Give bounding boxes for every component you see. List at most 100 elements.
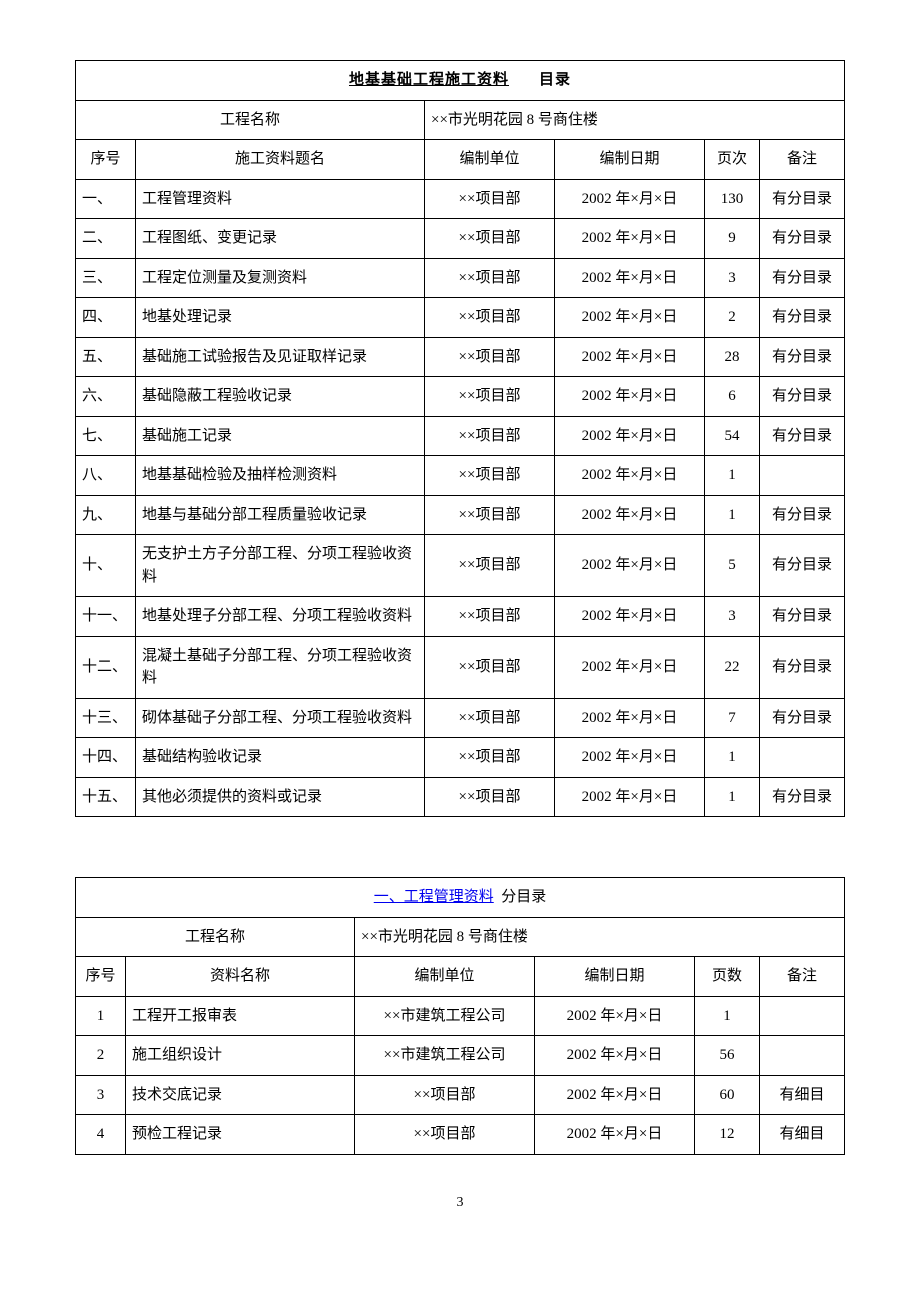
cell-date: 2002 年×月×日 [555, 777, 705, 817]
cell-seq: 四、 [76, 298, 136, 338]
main-title-underlined: 地基基础工程施工资料 [349, 72, 509, 88]
cell-pages: 6 [705, 377, 760, 417]
cell-date: 2002 年×月×日 [555, 738, 705, 778]
cell-date: 2002 年×月×日 [535, 1115, 695, 1155]
header-seq: 序号 [76, 140, 136, 180]
cell-pages: 1 [705, 456, 760, 496]
cell-name: 砌体基础子分部工程、分项工程验收资料 [136, 698, 425, 738]
cell-name: 无支护土方子分部工程、分项工程验收资料 [136, 535, 425, 597]
table-row: 四、地基处理记录××项目部2002 年×月×日2有分目录 [76, 298, 845, 338]
cell-date: 2002 年×月×日 [555, 495, 705, 535]
cell-unit: ××项目部 [425, 258, 555, 298]
cell-unit: ××项目部 [355, 1075, 535, 1115]
cell-seq: 二、 [76, 219, 136, 259]
cell-unit: ××项目部 [425, 738, 555, 778]
page-number: 3 [75, 1195, 845, 1211]
cell-pages: 56 [695, 1036, 760, 1076]
cell-name: 地基与基础分部工程质量验收记录 [136, 495, 425, 535]
cell-unit: ××项目部 [425, 219, 555, 259]
cell-name: 其他必须提供的资料或记录 [136, 777, 425, 817]
cell-seq: 十一、 [76, 597, 136, 637]
cell-date: 2002 年×月×日 [555, 298, 705, 338]
header-date: 编制日期 [555, 140, 705, 180]
cell-name: 基础施工试验报告及见证取样记录 [136, 337, 425, 377]
table-row: 十、无支护土方子分部工程、分项工程验收资料××项目部2002 年×月×日5有分目… [76, 535, 845, 597]
cell-pages: 130 [705, 179, 760, 219]
table-row: 十三、砌体基础子分部工程、分项工程验收资料××项目部2002 年×月×日7有分目… [76, 698, 845, 738]
cell-unit: ××项目部 [355, 1115, 535, 1155]
cell-pages: 9 [705, 219, 760, 259]
sub-project-name-label: 工程名称 [76, 917, 355, 957]
cell-name: 工程图纸、变更记录 [136, 219, 425, 259]
cell-name: 基础结构验收记录 [136, 738, 425, 778]
cell-remark: 有分目录 [760, 416, 845, 456]
cell-remark: 有分目录 [760, 377, 845, 417]
cell-date: 2002 年×月×日 [555, 258, 705, 298]
cell-name: 基础施工记录 [136, 416, 425, 456]
sub-catalog-table: 一、工程管理资料 分目录 工程名称 ××市光明花园 8 号商住楼 序号 资料名称… [75, 877, 845, 1155]
cell-remark: 有分目录 [760, 298, 845, 338]
cell-date: 2002 年×月×日 [555, 636, 705, 698]
cell-pages: 3 [705, 258, 760, 298]
table-row: 1工程开工报审表××市建筑工程公司2002 年×月×日1 [76, 996, 845, 1036]
cell-seq: 3 [76, 1075, 126, 1115]
table-row: 二、工程图纸、变更记录××项目部2002 年×月×日9有分目录 [76, 219, 845, 259]
cell-unit: ××项目部 [425, 377, 555, 417]
cell-unit: ××项目部 [425, 636, 555, 698]
cell-unit: ××项目部 [425, 416, 555, 456]
sub-header-pages: 页数 [695, 957, 760, 997]
cell-seq: 十、 [76, 535, 136, 597]
table-row: 七、基础施工记录××项目部2002 年×月×日54有分目录 [76, 416, 845, 456]
cell-unit: ××市建筑工程公司 [355, 996, 535, 1036]
cell-seq: 4 [76, 1115, 126, 1155]
sub-title: 一、工程管理资料 分目录 [76, 878, 845, 918]
cell-date: 2002 年×月×日 [535, 996, 695, 1036]
cell-name: 地基基础检验及抽样检测资料 [136, 456, 425, 496]
cell-pages: 1 [695, 996, 760, 1036]
cell-seq: 一、 [76, 179, 136, 219]
project-name-label: 工程名称 [76, 100, 425, 140]
cell-pages: 5 [705, 535, 760, 597]
cell-remark: 有分目录 [760, 636, 845, 698]
header-name: 施工资料题名 [136, 140, 425, 180]
sub-title-suffix: 分目录 [501, 889, 546, 905]
table-row: 十二、混凝土基础子分部工程、分项工程验收资料××项目部2002 年×月×日22有… [76, 636, 845, 698]
cell-unit: ××项目部 [425, 597, 555, 637]
sub-title-link[interactable]: 一、工程管理资料 [374, 889, 494, 905]
cell-pages: 1 [705, 495, 760, 535]
cell-date: 2002 年×月×日 [555, 337, 705, 377]
table-row: 2施工组织设计××市建筑工程公司2002 年×月×日56 [76, 1036, 845, 1076]
cell-date: 2002 年×月×日 [555, 698, 705, 738]
cell-seq: 十四、 [76, 738, 136, 778]
table-row: 三、工程定位测量及复测资料××项目部2002 年×月×日3有分目录 [76, 258, 845, 298]
cell-seq: 十五、 [76, 777, 136, 817]
cell-name: 地基处理子分部工程、分项工程验收资料 [136, 597, 425, 637]
cell-seq: 2 [76, 1036, 126, 1076]
cell-remark: 有分目录 [760, 258, 845, 298]
cell-name: 工程管理资料 [136, 179, 425, 219]
sub-header-remark: 备注 [760, 957, 845, 997]
cell-name: 工程开工报审表 [126, 996, 355, 1036]
sub-header-date: 编制日期 [535, 957, 695, 997]
cell-date: 2002 年×月×日 [535, 1075, 695, 1115]
cell-seq: 六、 [76, 377, 136, 417]
sub-header-name: 资料名称 [126, 957, 355, 997]
header-remark: 备注 [760, 140, 845, 180]
cell-pages: 7 [705, 698, 760, 738]
cell-date: 2002 年×月×日 [555, 219, 705, 259]
cell-seq: 十二、 [76, 636, 136, 698]
cell-pages: 3 [705, 597, 760, 637]
table-row: 十五、其他必须提供的资料或记录××项目部2002 年×月×日1有分目录 [76, 777, 845, 817]
cell-seq: 九、 [76, 495, 136, 535]
cell-remark [760, 738, 845, 778]
cell-unit: ××项目部 [425, 456, 555, 496]
cell-remark [760, 456, 845, 496]
cell-name: 混凝土基础子分部工程、分项工程验收资料 [136, 636, 425, 698]
cell-date: 2002 年×月×日 [555, 597, 705, 637]
sub-header-unit: 编制单位 [355, 957, 535, 997]
cell-date: 2002 年×月×日 [555, 377, 705, 417]
header-unit: 编制单位 [425, 140, 555, 180]
cell-unit: ××项目部 [425, 777, 555, 817]
cell-name: 地基处理记录 [136, 298, 425, 338]
table-row: 六、基础隐蔽工程验收记录××项目部2002 年×月×日6有分目录 [76, 377, 845, 417]
